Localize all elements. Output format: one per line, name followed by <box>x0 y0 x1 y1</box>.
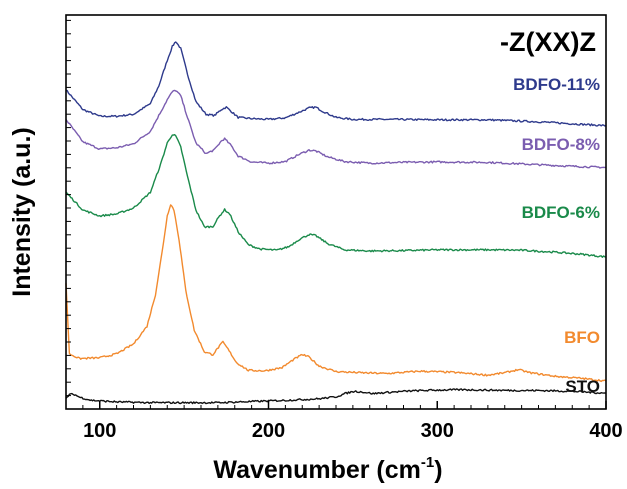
x-tick-labels: 100 200 300 400 <box>83 420 623 442</box>
series-line-bdfo-8 <box>65 89 607 169</box>
polarization-annotation: -Z(XX)Z <box>500 27 596 57</box>
x-axis-title-close: ) <box>434 456 442 484</box>
axis-ticks <box>66 19 607 410</box>
x-tick-label: 100 <box>83 420 116 442</box>
series-label-bdfo-6: BDFO-6% <box>522 203 600 222</box>
series-label-sto: STO <box>565 377 600 396</box>
series-line-bdfo-6 <box>65 133 607 258</box>
x-axis-title-superscript: -1 <box>421 454 434 471</box>
series-labels: BDFO-11% BDFO-8% BDFO-6% BFO STO <box>513 75 600 396</box>
series-label-bdfo-11: BDFO-11% <box>513 75 600 94</box>
x-tick-label: 200 <box>252 420 285 442</box>
series-label-bfo: BFO <box>564 328 600 347</box>
y-axis-title: Intensity (a.u.) <box>8 127 36 296</box>
series-traces <box>65 41 607 405</box>
series-line-bfo <box>65 204 607 383</box>
x-axis-title: Wavenumber (cm-1) <box>213 454 442 484</box>
series-label-bdfo-8: BDFO-8% <box>522 135 600 154</box>
series-line-bdfo-11 <box>65 41 607 127</box>
x-axis-title-main: Wavenumber (cm <box>213 456 420 484</box>
series-line-sto <box>65 388 607 405</box>
x-tick-label: 400 <box>589 420 622 442</box>
x-tick-label: 300 <box>421 420 454 442</box>
